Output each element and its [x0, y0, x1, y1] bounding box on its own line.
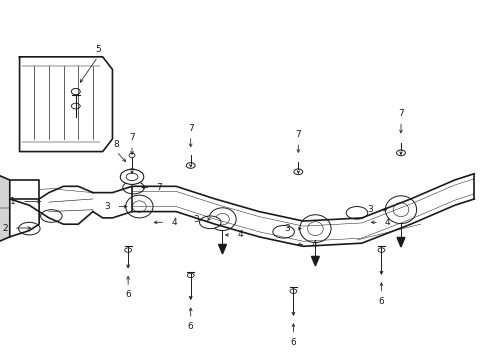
Text: 6: 6 [125, 291, 131, 300]
Text: 6: 6 [187, 322, 193, 331]
Ellipse shape [215, 213, 229, 225]
Text: 3: 3 [104, 202, 110, 211]
Text: 3: 3 [193, 215, 199, 224]
Ellipse shape [307, 222, 323, 235]
Ellipse shape [19, 222, 40, 235]
Ellipse shape [127, 169, 136, 175]
Polygon shape [396, 238, 404, 247]
Ellipse shape [41, 210, 62, 222]
Ellipse shape [71, 89, 80, 95]
Ellipse shape [124, 248, 131, 252]
Ellipse shape [187, 273, 194, 278]
Ellipse shape [132, 201, 146, 212]
Ellipse shape [208, 208, 236, 230]
Text: 3: 3 [366, 205, 372, 214]
Polygon shape [0, 174, 10, 243]
Ellipse shape [289, 289, 296, 293]
Ellipse shape [199, 216, 221, 229]
Ellipse shape [129, 153, 135, 158]
Ellipse shape [125, 195, 153, 218]
Polygon shape [311, 256, 319, 266]
Text: 7: 7 [295, 130, 301, 139]
Ellipse shape [126, 173, 138, 181]
Text: 6: 6 [378, 297, 384, 306]
Text: 7: 7 [187, 124, 193, 133]
Ellipse shape [272, 225, 294, 238]
Text: 1: 1 [10, 197, 16, 206]
Polygon shape [218, 244, 226, 254]
Text: 5: 5 [95, 45, 101, 54]
Ellipse shape [186, 163, 195, 168]
Ellipse shape [346, 207, 367, 219]
Ellipse shape [120, 169, 143, 184]
Text: 4: 4 [384, 218, 390, 227]
Text: 6: 6 [290, 338, 296, 347]
Ellipse shape [392, 203, 408, 217]
Ellipse shape [71, 103, 80, 109]
Text: 7: 7 [129, 133, 135, 142]
Text: 8: 8 [113, 140, 119, 149]
Ellipse shape [377, 248, 384, 252]
Ellipse shape [396, 150, 405, 156]
Text: 4: 4 [311, 240, 317, 249]
Text: 7: 7 [156, 183, 162, 192]
Text: 4: 4 [171, 218, 177, 227]
Text: 2: 2 [2, 224, 8, 233]
Text: 4: 4 [237, 230, 243, 239]
Ellipse shape [293, 169, 302, 175]
Text: 3: 3 [284, 224, 289, 233]
Text: 7: 7 [397, 109, 403, 118]
Ellipse shape [385, 196, 416, 224]
Ellipse shape [122, 181, 144, 194]
Ellipse shape [299, 215, 330, 243]
